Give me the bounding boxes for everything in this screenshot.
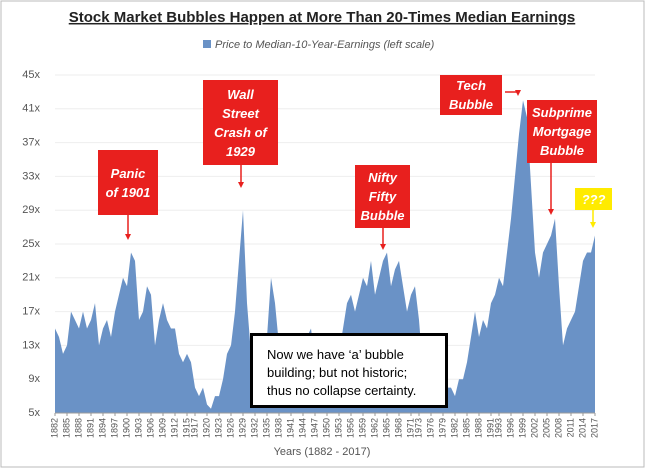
x-tick-label: 1935 <box>261 418 271 438</box>
x-tick-label: 1912 <box>169 418 179 438</box>
annotation: Panic of 1901 <box>98 150 158 215</box>
x-tick-label: 1968 <box>393 418 403 438</box>
x-tick-label: 1979 <box>437 418 447 438</box>
x-tick-label: 1917 <box>189 418 199 438</box>
x-tick-label: 1920 <box>201 418 211 438</box>
x-tick-label: 1897 <box>109 418 119 438</box>
x-tick-label: 2011 <box>565 418 575 437</box>
y-tick-label: 9x <box>28 373 40 385</box>
x-tick-label: 1900 <box>121 418 131 438</box>
annotation: Tech Bubble <box>440 75 502 115</box>
y-tick-label: 17x <box>22 306 40 318</box>
x-tick-label: 2008 <box>553 418 563 438</box>
x-tick-label: 1888 <box>73 418 83 438</box>
x-tick-label: 2005 <box>541 418 551 438</box>
x-tick-label: 1962 <box>369 418 379 438</box>
annotation-arrowhead <box>125 234 131 240</box>
y-tick-label: 21x <box>22 272 40 284</box>
x-tick-label: 1965 <box>381 418 391 438</box>
y-tick-label: 37x <box>22 137 40 149</box>
chart-title: Stock Market Bubbles Happen at More Than… <box>69 9 576 26</box>
y-tick-label: 45x <box>22 69 40 81</box>
x-tick-label: 1882 <box>49 418 59 438</box>
x-tick-label: 1999 <box>517 418 527 438</box>
note-box: Now we have ‘a’ bubble building; but not… <box>250 333 448 408</box>
x-tick-label: 1956 <box>345 418 355 438</box>
x-tick-label: 2017 <box>589 418 599 438</box>
x-tick-label: 1982 <box>449 418 459 438</box>
x-tick-label: 1894 <box>97 418 107 438</box>
x-tick-label: 1929 <box>237 418 247 438</box>
annotation: Subprime Mortgage Bubble <box>527 100 597 163</box>
x-tick-label: 1993 <box>493 418 503 438</box>
annotation-arrowhead <box>380 244 386 250</box>
annotation-arrowhead <box>515 90 521 96</box>
x-tick-label: 1941 <box>285 418 295 438</box>
y-tick-label: 25x <box>22 238 40 250</box>
x-axis-title: Years (1882 - 2017) <box>274 446 371 458</box>
x-tick-label: 1923 <box>213 418 223 438</box>
x-tick-label: 1976 <box>425 418 435 438</box>
x-tick-label: 2002 <box>529 418 539 438</box>
x-tick-label: 1959 <box>357 418 367 438</box>
x-tick-label: 1885 <box>61 418 71 438</box>
x-tick-label: 1973 <box>413 418 423 438</box>
annotation: Nifty Fifty Bubble <box>355 165 410 228</box>
legend-swatch <box>203 40 211 48</box>
x-tick-label: 1903 <box>133 418 143 438</box>
y-tick-label: 13x <box>22 339 40 351</box>
x-tick-label: 1944 <box>297 418 307 438</box>
annotation: ??? <box>575 188 612 210</box>
area <box>55 100 595 413</box>
x-tick-label: 1915 <box>181 418 191 438</box>
annotation: Wall Street Crash of 1929 <box>203 80 278 165</box>
x-tick-label: 1985 <box>461 418 471 438</box>
x-tick-label: 1906 <box>145 418 155 438</box>
y-tick-label: 33x <box>22 170 40 182</box>
x-tick-label: 1926 <box>225 418 235 438</box>
annotation-arrowhead <box>238 182 244 188</box>
x-tick-label: 1891 <box>85 418 95 438</box>
x-tick-label: 1996 <box>505 418 515 438</box>
x-tick-label: 1950 <box>321 418 331 438</box>
x-tick-label: 1991 <box>485 418 495 438</box>
annotation-arrowhead <box>590 222 596 228</box>
y-tick-label: 41x <box>22 103 40 115</box>
x-tick-label: 1909 <box>157 418 167 438</box>
annotation-arrowhead <box>548 209 554 215</box>
y-tick-label: 29x <box>22 204 40 216</box>
x-tick-label: 1953 <box>333 418 343 438</box>
legend-label: Price to Median-10-Year-Earnings (left s… <box>215 39 435 51</box>
y-tick-label: 5x <box>28 407 40 419</box>
x-tick-label: 1971 <box>405 418 415 438</box>
x-tick-label: 1988 <box>473 418 483 438</box>
x-tick-label: 1938 <box>273 418 283 438</box>
x-tick-label: 1932 <box>249 418 259 438</box>
x-tick-label: 2014 <box>577 418 587 438</box>
x-tick-label: 1947 <box>309 418 319 438</box>
